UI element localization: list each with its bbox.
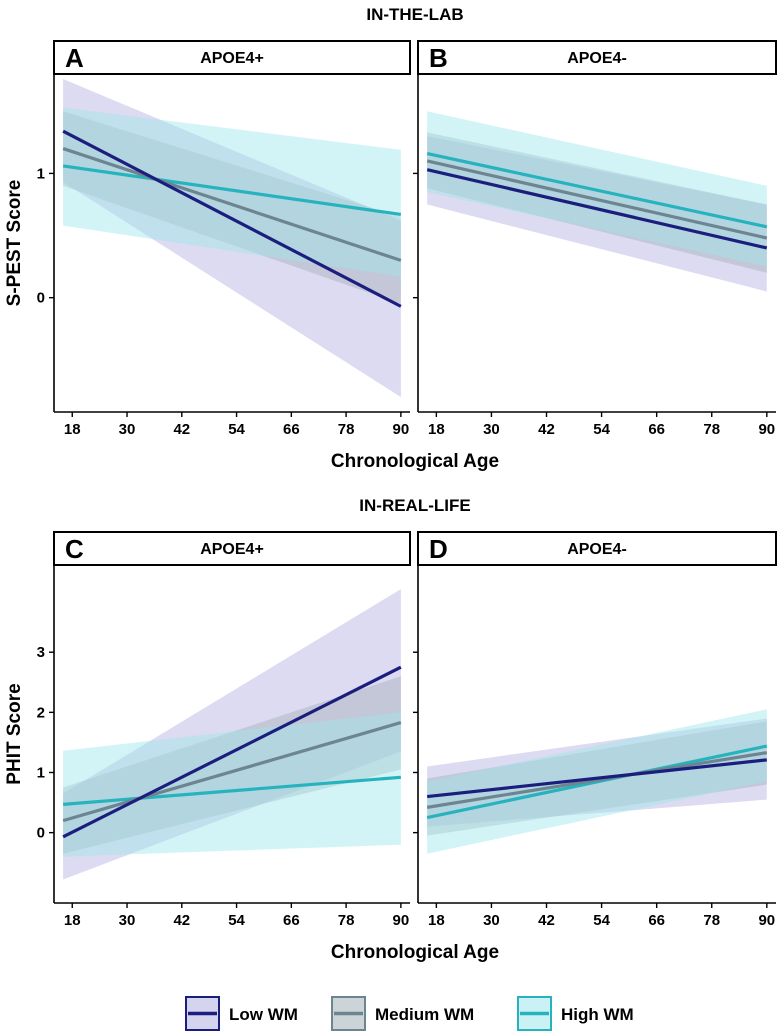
x-tick-label-d-42: 42 (538, 912, 555, 929)
panel-letter-c: C (65, 534, 84, 564)
band-c-low (63, 589, 401, 880)
line-b-medium (426, 159, 768, 240)
line-a-low (62, 129, 402, 308)
x-tick-label-b-66: 66 (648, 421, 665, 438)
x-tick-label-c-90: 90 (393, 912, 410, 929)
x-tick-label-c-78: 78 (338, 912, 355, 929)
band-a-low (63, 79, 401, 398)
y-axis-title-c: PHIT Score (4, 683, 25, 784)
line-b-low (426, 168, 768, 250)
strip-box-c (53, 531, 411, 566)
strip-box-a (53, 40, 411, 75)
line-d-low (427, 758, 767, 799)
band-b-low (427, 136, 767, 292)
x-tick-label-b-30: 30 (483, 421, 500, 438)
x-tick-label-c-30: 30 (119, 912, 136, 929)
line-b-high (426, 151, 768, 229)
line-d-high (426, 744, 768, 820)
x-tick-label-d-18: 18 (428, 912, 445, 929)
x-tick-label-d-66: 66 (648, 912, 665, 929)
y-tick-label-a-0: 0 (37, 290, 45, 307)
x-tick-label-c-66: 66 (283, 912, 300, 929)
y-tick-label-c-3: 3 (37, 644, 45, 661)
line-a-high (62, 164, 402, 217)
x-tick-label-b-18: 18 (428, 421, 445, 438)
y-tick-label-c-0: 0 (37, 825, 45, 842)
x-tick-label-d-30: 30 (483, 912, 500, 929)
x-tick-label-a-18: 18 (64, 421, 81, 438)
strip-label-d: APOE4- (567, 541, 627, 558)
panel-letter-d: D (429, 534, 448, 564)
line-d-medium (426, 751, 768, 809)
line-c-low (62, 665, 402, 839)
line-c-medium (62, 721, 402, 823)
x-tick-label-b-42: 42 (538, 421, 555, 438)
band-a-medium (63, 111, 401, 304)
x-tick-label-a-90: 90 (393, 421, 410, 438)
line-c-high (63, 775, 401, 806)
x-tick-label-d-54: 54 (593, 912, 610, 929)
x-tick-label-b-78: 78 (703, 421, 720, 438)
line-a-medium (62, 147, 402, 262)
strip-label-b: APOE4- (567, 50, 627, 67)
strip-box-b (417, 40, 777, 75)
panel-letter-b: B (429, 43, 448, 73)
strip-box-d (417, 531, 777, 566)
x-tick-label-a-66: 66 (283, 421, 300, 438)
panel-letter-a: A (65, 43, 84, 73)
x-tick-label-a-54: 54 (228, 421, 245, 438)
x-axis-title-top: Chronological Age (331, 451, 499, 472)
x-tick-label-b-90: 90 (758, 421, 775, 438)
strip-label-c: APOE4+ (200, 541, 264, 558)
legend-label-medium: Medium WM (375, 1005, 474, 1024)
x-tick-label-a-30: 30 (119, 421, 136, 438)
x-tick-label-a-78: 78 (338, 421, 355, 438)
band-b-medium (427, 132, 767, 273)
x-tick-label-c-18: 18 (64, 912, 81, 929)
x-tick-label-c-54: 54 (228, 912, 245, 929)
x-tick-label-a-42: 42 (173, 421, 190, 438)
legend-label-low: Low WM (229, 1005, 298, 1024)
section-title-c: IN-REAL-LIFE (359, 496, 470, 515)
x-tick-label-b-54: 54 (593, 421, 610, 438)
y-tick-label-c-1: 1 (37, 764, 45, 781)
x-tick-label-c-42: 42 (173, 912, 190, 929)
section-title-a: IN-THE-LAB (366, 5, 463, 24)
y-axis-title-a: S-PEST Score (4, 180, 25, 307)
y-tick-label-c-2: 2 (37, 704, 45, 721)
band-c-high (63, 712, 401, 857)
strip-label-a: APOE4+ (200, 50, 264, 67)
band-c-medium (63, 676, 401, 854)
x-tick-label-d-90: 90 (758, 912, 775, 929)
y-tick-label-a-1: 1 (37, 165, 45, 182)
x-tick-label-d-78: 78 (703, 912, 720, 929)
legend-label-high: High WM (561, 1005, 634, 1024)
x-axis-title-bottom: Chronological Age (331, 942, 499, 963)
band-a-high (63, 107, 401, 277)
